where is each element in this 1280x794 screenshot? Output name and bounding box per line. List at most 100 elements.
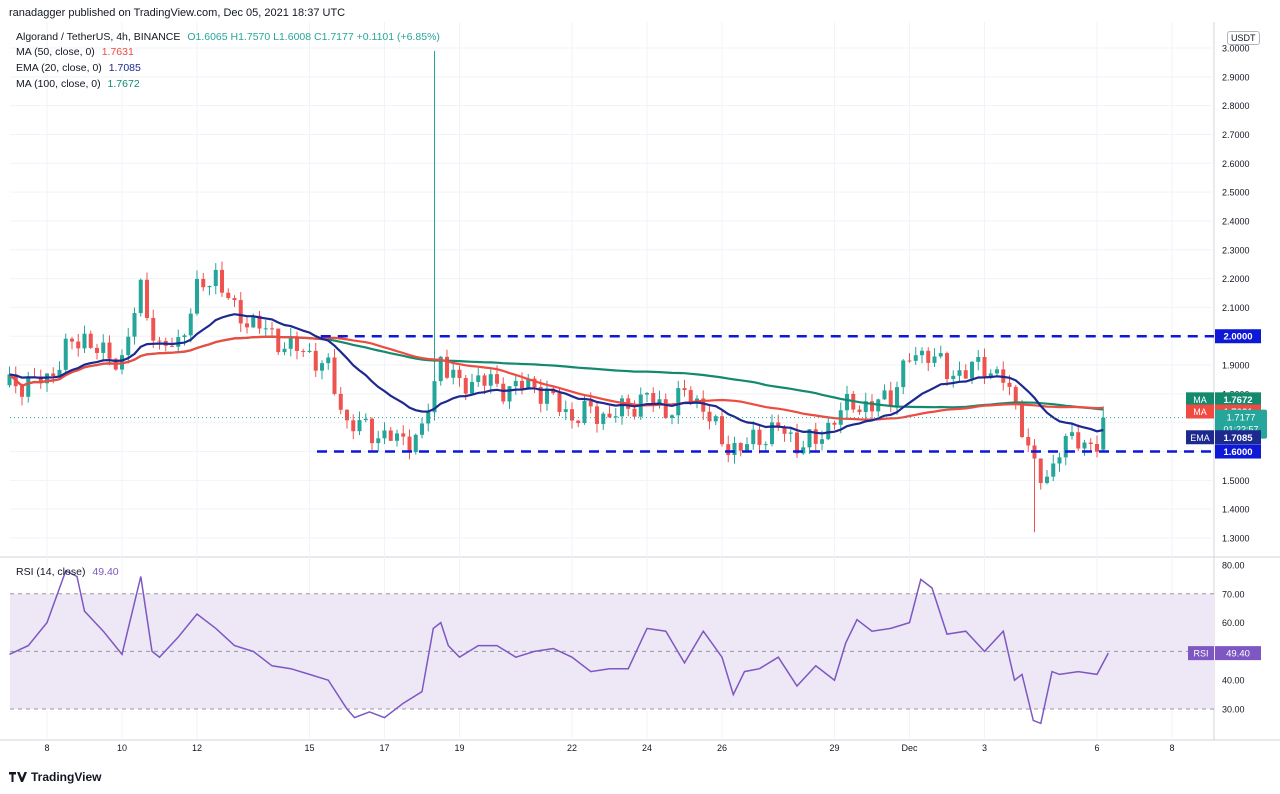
candle-body <box>751 429 756 445</box>
price-tick-label: 2.1000 <box>1222 303 1250 313</box>
candle-body <box>607 413 612 418</box>
candle-body <box>526 378 531 390</box>
candle-body <box>495 374 499 384</box>
series-tag <box>1186 392 1214 407</box>
candle-body <box>645 393 649 395</box>
candle-body <box>57 369 62 376</box>
candle-body <box>26 376 31 397</box>
legend-ma50-row[interactable]: MA (50, close, 0) 1.7631 <box>16 46 138 58</box>
time-tick-label: Dec <box>901 743 918 753</box>
countdown-label: 01:22:57 <box>1223 425 1258 435</box>
rsi-legend[interactable]: RSI (14, close) 49.40 <box>16 566 119 578</box>
price-tag-value: 1.7672 <box>1223 395 1252 406</box>
candle-body <box>557 393 562 413</box>
candle-body <box>726 444 731 456</box>
price-tick-label: 2.9000 <box>1222 72 1250 82</box>
brand-name: TradingView <box>31 770 102 784</box>
candle-body <box>282 348 287 353</box>
candle-body <box>82 333 87 349</box>
candle-body <box>801 447 806 454</box>
time-tick-label: 6 <box>1094 743 1099 753</box>
candle-body <box>838 410 843 425</box>
candle-body <box>226 292 231 299</box>
candle-body <box>238 300 243 324</box>
candle-body <box>1070 432 1074 437</box>
candle-body <box>657 399 662 404</box>
candle-body <box>195 278 199 314</box>
candle-body <box>301 350 306 352</box>
rsi-legend-value: 49.40 <box>92 566 119 578</box>
time-tick-label: 22 <box>567 743 577 753</box>
candle-body <box>1038 458 1043 483</box>
candle-body <box>445 356 449 378</box>
candle-body <box>176 337 181 347</box>
candle-body <box>882 390 887 400</box>
price-tag <box>1215 430 1261 445</box>
publish-header: ranadagger published on TradingView.com,… <box>9 7 346 19</box>
indicator-lines-layer <box>8 313 1109 725</box>
candle-body <box>345 409 349 421</box>
time-tick-label: 3 <box>982 743 987 753</box>
candle-body <box>232 298 237 301</box>
tradingview-brand[interactable]: TradingView <box>9 770 101 784</box>
rsi-tick-label: 80.00 <box>1222 561 1245 571</box>
candle-body <box>745 444 749 451</box>
candle-body <box>20 386 24 397</box>
candle-body <box>582 400 587 424</box>
legend-ma100-row[interactable]: MA (100, close, 0) 1.7672 <box>16 78 144 90</box>
legend-ema20-label: EMA (20, close, 0) <box>16 62 102 74</box>
legend-symbol-row: Algorand / TetherUS, 4h, BINANCE O1.6065… <box>16 31 444 43</box>
candle-body <box>520 380 524 390</box>
candle-body <box>357 420 362 432</box>
time-tick-label: 15 <box>304 743 314 753</box>
candle-body <box>132 313 137 337</box>
candle-body <box>220 269 224 293</box>
candle-body <box>426 412 431 424</box>
candle-body <box>988 373 993 377</box>
candle-body <box>513 380 518 387</box>
candle-body <box>207 286 212 288</box>
candle-body <box>1013 386 1018 405</box>
candle-body <box>870 401 874 412</box>
candle-body <box>101 342 106 353</box>
currency-unit-badge[interactable]: USDT <box>1227 31 1260 45</box>
candle-body <box>763 444 768 446</box>
time-tick-label: 10 <box>117 743 127 753</box>
candle-body <box>413 434 418 453</box>
candle-body <box>807 429 812 448</box>
series-tag-label: EMA <box>1190 433 1210 443</box>
candle-body <box>432 381 437 413</box>
candle-body <box>901 360 906 388</box>
candle-body <box>701 398 706 412</box>
candle-body <box>613 416 618 418</box>
price-tick-label: 2.4000 <box>1222 216 1250 226</box>
candle-body <box>420 423 424 435</box>
candle-body <box>451 369 456 378</box>
candle-body <box>707 411 712 422</box>
legend-symbol[interactable]: Algorand / TetherUS, 4h, BINANCE <box>16 31 181 43</box>
time-tick-label: 17 <box>379 743 389 753</box>
legend-ma100-label: MA (100, close, 0) <box>16 78 101 90</box>
candle-body <box>213 269 218 287</box>
candle-body <box>776 422 781 428</box>
candle-body <box>995 369 999 374</box>
candle-body <box>457 369 462 379</box>
price-tick-label: 2.2000 <box>1222 274 1250 284</box>
candle-body <box>957 370 962 376</box>
candle-body <box>370 418 374 444</box>
price-tags-layer: 2.00001.60001.7672MA1.7631MA1.717701:22:… <box>1186 329 1267 661</box>
rsi-series-tag-label: RSI <box>1193 649 1208 659</box>
candle-body <box>538 387 543 404</box>
ema20-line <box>9 313 1104 435</box>
candle-body <box>595 406 599 424</box>
candle-body <box>295 336 299 351</box>
level-tag-label: 2.0000 <box>1223 332 1252 343</box>
price-tick-label: 2.8000 <box>1222 101 1250 111</box>
legend-ema20-row[interactable]: EMA (20, close, 0) 1.7085 <box>16 62 145 74</box>
candle-body <box>276 328 281 353</box>
candle-body <box>395 433 399 441</box>
legend-ohlc: O1.6065 H1.7570 L1.6008 C1.7177 +0.1101 … <box>187 31 440 43</box>
candle-body <box>570 409 574 421</box>
candle-body <box>676 388 681 416</box>
